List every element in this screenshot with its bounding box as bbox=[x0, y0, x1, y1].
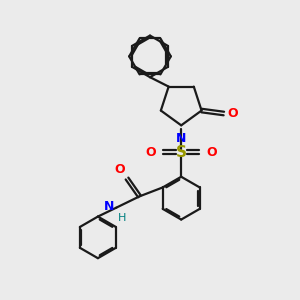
Text: O: O bbox=[114, 163, 124, 176]
Text: O: O bbox=[145, 146, 156, 159]
Text: S: S bbox=[176, 145, 187, 160]
Text: N: N bbox=[176, 132, 186, 145]
Text: H: H bbox=[118, 213, 126, 223]
Text: O: O bbox=[206, 146, 217, 159]
Text: O: O bbox=[227, 107, 238, 120]
Text: N: N bbox=[103, 200, 114, 213]
